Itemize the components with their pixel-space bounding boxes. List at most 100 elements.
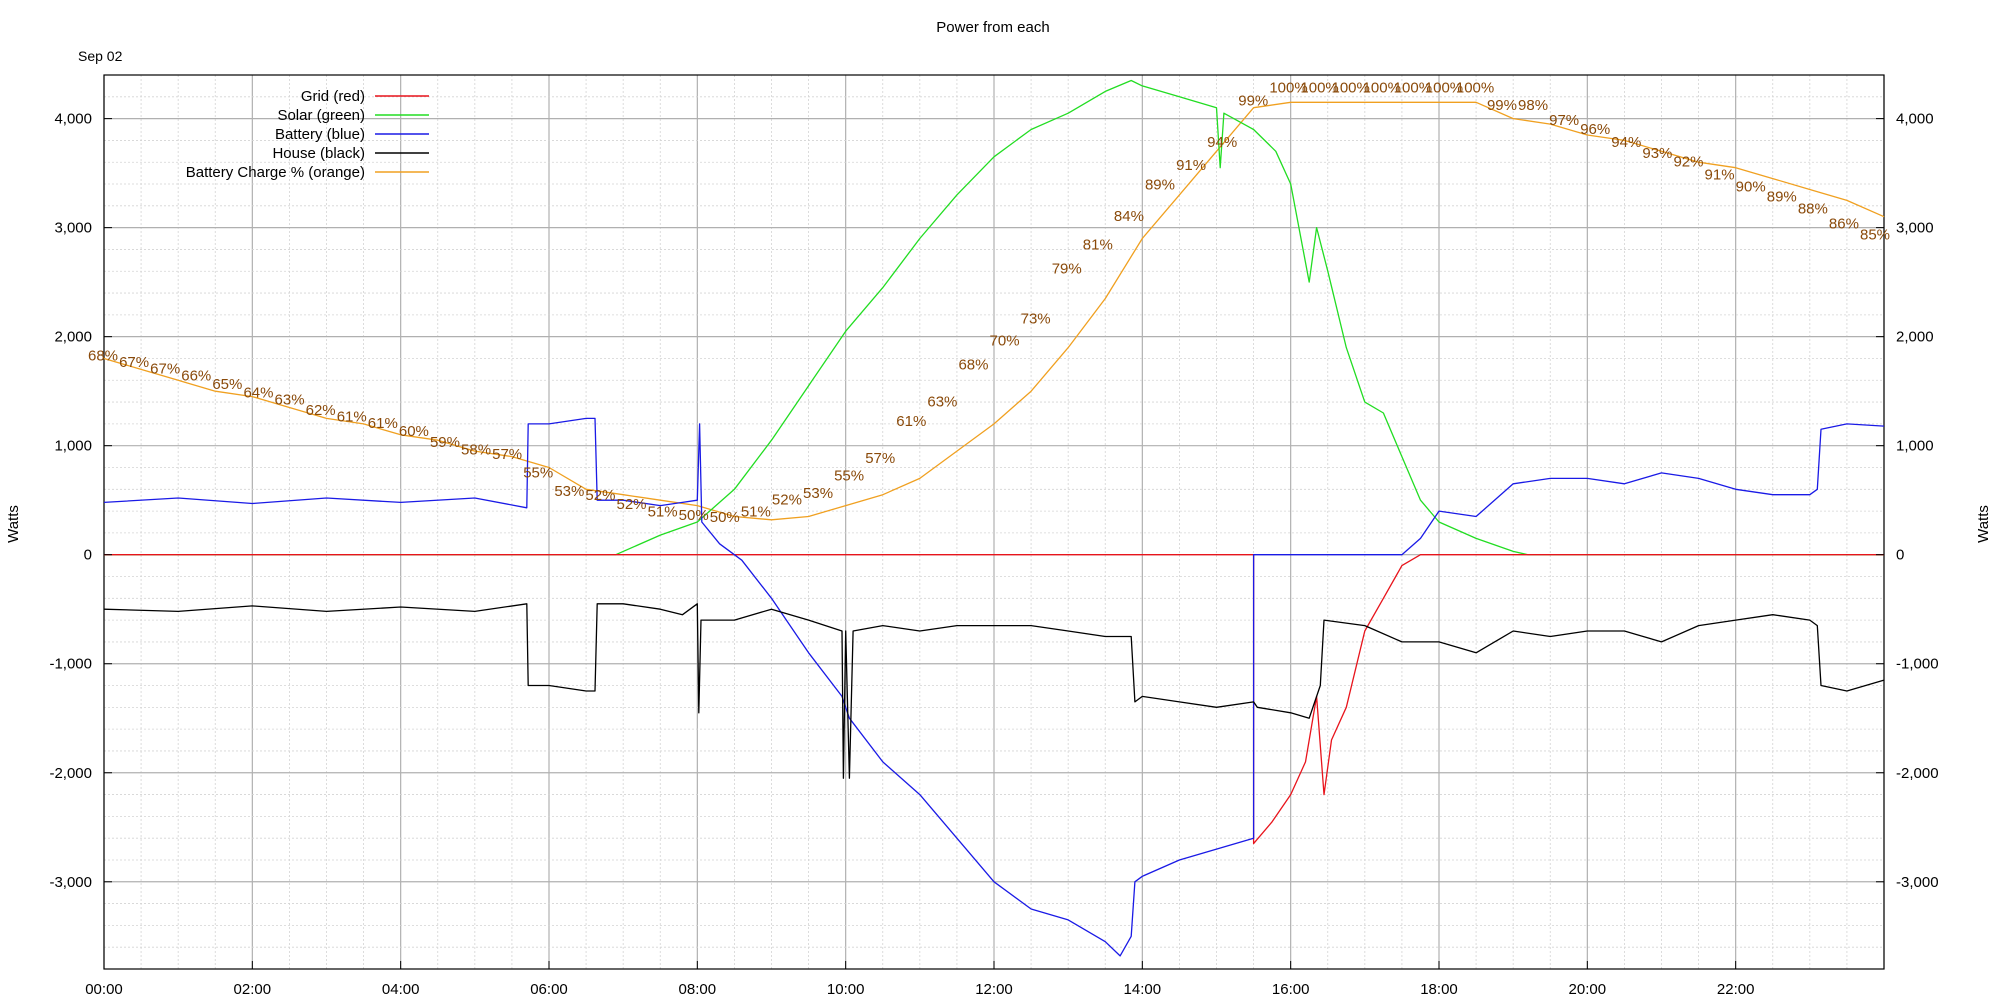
y-tick-label-left: -1,000 — [49, 656, 92, 673]
battery-charge-label: 52% — [585, 487, 615, 504]
x-tick-label: 18:00 — [1420, 981, 1458, 998]
battery-charge-label: 93% — [1642, 145, 1672, 162]
battery-charge-label: 55% — [523, 464, 553, 481]
series-line-battery — [103, 101, 1885, 521]
battery-charge-label: 67% — [150, 361, 180, 378]
y-tick-label-left: -2,000 — [49, 765, 92, 782]
y-tick-label-right: 2,000 — [1896, 329, 1934, 346]
battery-charge-label: 67% — [119, 354, 149, 371]
battery-charge-label: 86% — [1829, 216, 1859, 233]
battery-charge-label: 50% — [710, 509, 740, 526]
x-tick-label: 12:00 — [975, 981, 1013, 998]
battery-charge-label: 84% — [1114, 208, 1144, 225]
battery-charge-label: 52% — [616, 496, 646, 513]
battery-charge-label: 64% — [243, 385, 273, 402]
y-axis-label-right: Watts — [1975, 505, 1992, 543]
battery-charge-label: 98% — [1518, 97, 1548, 114]
y-tick-label-right: -3,000 — [1896, 874, 1939, 891]
battery-charge-label: 94% — [1611, 134, 1641, 151]
battery-charge-label: 60% — [399, 423, 429, 440]
battery-charge-label: 61% — [896, 413, 926, 430]
battery-charge-label: 85% — [1860, 227, 1890, 244]
y-tick-label-right: -2,000 — [1896, 765, 1939, 782]
battery-charge-label: 52% — [772, 492, 802, 509]
x-tick-label: 00:00 — [85, 981, 123, 998]
y-tick-label-right: 0 — [1896, 547, 1904, 564]
battery-charge-label: 94% — [1207, 134, 1237, 151]
battery-charge-label: 68% — [958, 356, 988, 373]
y-tick-label-left: -3,000 — [49, 874, 92, 891]
series-line-grid — [104, 554, 1884, 845]
battery-charge-label: 57% — [492, 446, 522, 463]
battery-charge-label: 73% — [1021, 311, 1051, 328]
legend-label: Solar (green) — [277, 107, 365, 124]
series-line-solar — [104, 79, 1884, 556]
y-tick-label-left: 4,000 — [54, 111, 92, 128]
battery-charge-label: 100% — [1394, 79, 1432, 96]
battery-charge-label: 96% — [1580, 121, 1610, 138]
charge-labels: 68% 67% 67% 66%65%64% 63%62% 61% 61% 60%59% 58% 5… — [88, 79, 1890, 526]
y-tick-label-left: 0 — [84, 547, 92, 564]
battery-charge-label: 91% — [1176, 157, 1206, 174]
x-tick-label: 16:00 — [1272, 981, 1310, 998]
legend-label: Grid (red) — [301, 88, 365, 105]
y-axis-label-left: Watts — [5, 505, 22, 543]
battery-charge-label: 89% — [1767, 188, 1797, 205]
battery-charge-label: 63% — [927, 393, 957, 410]
x-tick-label: 22:00 — [1717, 981, 1755, 998]
battery-charge-label: 88% — [1798, 200, 1828, 217]
series-line-battery — [103, 417, 1885, 957]
battery-charge-label: 100% — [1332, 79, 1370, 96]
legend-label: House (black) — [272, 145, 365, 162]
battery-charge-label: 90% — [1736, 179, 1766, 196]
battery-charge-label: 66% — [181, 367, 211, 384]
battery-charge-label: 61% — [368, 415, 398, 432]
y-tick-label-right: 3,000 — [1896, 220, 1934, 237]
x-tick-label: 10:00 — [827, 981, 865, 998]
x-tick-label: 08:00 — [679, 981, 717, 998]
y-tick-label-left: 2,000 — [54, 329, 92, 346]
axis-ticks: 00:00 02:00 04:00 06:00 08:00 10:00 12:00 14:00… — [49, 111, 1938, 998]
battery-charge-label: 99% — [1487, 97, 1517, 114]
battery-charge-label: 92% — [1673, 154, 1703, 171]
battery-charge-label: 100% — [1269, 79, 1307, 96]
battery-charge-label: 81% — [1083, 236, 1113, 253]
grid — [103, 74, 1885, 970]
battery-charge-label: 59% — [430, 434, 460, 451]
y-tick-label-right: 1,000 — [1896, 438, 1934, 455]
battery-charge-label: 97% — [1549, 112, 1579, 129]
series-line-house — [103, 603, 1885, 779]
battery-charge-label: 51% — [741, 504, 771, 521]
battery-charge-label: 57% — [865, 450, 895, 467]
x-tick-label: 02:00 — [234, 981, 272, 998]
chart-title: Power from each — [936, 19, 1049, 36]
battery-charge-label: 63% — [275, 391, 305, 408]
battery-charge-label: 91% — [1705, 167, 1735, 184]
battery-charge-label: 100% — [1300, 79, 1338, 96]
legend-label: Battery (blue) — [275, 126, 365, 143]
battery-charge-label: 79% — [1052, 260, 1082, 277]
y-tick-label-right: -1,000 — [1896, 656, 1939, 673]
battery-charge-label: 61% — [337, 409, 367, 426]
battery-charge-label: 100% — [1363, 79, 1401, 96]
battery-charge-label: 50% — [679, 507, 709, 524]
x-tick-label: 20:00 — [1569, 981, 1607, 998]
battery-charge-label: 55% — [834, 468, 864, 485]
battery-charge-label: 53% — [803, 485, 833, 502]
date-label: Sep 02 — [78, 48, 123, 64]
x-tick-label: 06:00 — [530, 981, 568, 998]
y-tick-label-left: 3,000 — [54, 220, 92, 237]
battery-charge-label: 51% — [648, 504, 678, 521]
legend-label: Battery Charge % (orange) — [186, 164, 365, 181]
battery-charge-label: 62% — [306, 402, 336, 419]
battery-charge-label: 58% — [461, 441, 491, 458]
battery-charge-label: 68% — [88, 348, 118, 365]
battery-charge-label: 99% — [1238, 93, 1268, 110]
x-tick-label: 04:00 — [382, 981, 420, 998]
battery-charge-label: 89% — [1145, 176, 1175, 193]
y-tick-label-right: 4,000 — [1896, 111, 1934, 128]
y-tick-label-left: 1,000 — [54, 438, 92, 455]
legend: Grid (red) Solar (green) Battery (blue) Hou… — [186, 88, 429, 181]
battery-charge-label: 53% — [554, 483, 584, 500]
